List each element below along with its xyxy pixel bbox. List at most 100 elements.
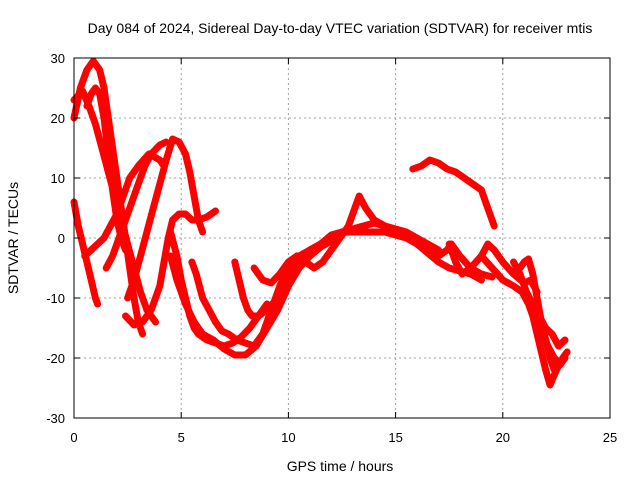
series-arc-13	[250, 192, 485, 287]
x-tick-label: 0	[70, 430, 77, 445]
y-tick-label: -10	[46, 291, 65, 306]
data-point	[169, 217, 176, 223]
data-point	[188, 259, 195, 265]
data-point	[564, 349, 571, 355]
data-point	[210, 337, 217, 343]
data-point	[96, 67, 103, 73]
data-point	[414, 241, 421, 247]
axis-ticks: 0 5 10 15 20 25 -30 -20 -10 0 10 20 30	[46, 51, 617, 445]
data-point	[435, 253, 442, 259]
data-point	[392, 232, 399, 238]
data-point	[360, 223, 367, 229]
data-point	[113, 211, 120, 217]
y-tick-label: -20	[46, 351, 65, 366]
series-arc-3	[70, 198, 102, 308]
data-point	[523, 289, 530, 295]
data-point	[176, 211, 183, 217]
data-point	[538, 325, 545, 331]
data-point	[328, 247, 335, 253]
data-point	[499, 277, 506, 283]
data-point	[195, 217, 202, 223]
data-point	[101, 235, 108, 241]
data-point	[557, 361, 564, 367]
series-line	[124, 135, 207, 302]
data-point	[549, 331, 556, 337]
data-point	[105, 151, 112, 157]
data-point	[499, 259, 506, 265]
data-point	[188, 217, 195, 223]
data-point	[156, 142, 163, 148]
data-point	[546, 382, 553, 388]
data-point	[242, 352, 249, 358]
data-point	[131, 277, 138, 283]
data-point	[94, 301, 101, 307]
data-point	[555, 343, 562, 349]
data-point	[212, 208, 219, 214]
data-point	[403, 235, 410, 241]
data-point	[317, 241, 324, 247]
data-point	[231, 352, 238, 358]
data-point	[96, 91, 103, 97]
data-point	[339, 229, 345, 235]
data-point	[274, 307, 281, 313]
data-point	[199, 295, 206, 301]
data-point	[251, 265, 258, 271]
data-point	[124, 295, 131, 301]
data-point	[116, 235, 123, 241]
data-point	[285, 277, 292, 283]
data-point	[173, 277, 180, 283]
data-point	[521, 259, 528, 265]
data-point	[418, 163, 425, 169]
data-point	[92, 85, 99, 91]
data-point	[88, 91, 95, 97]
data-point	[551, 355, 558, 361]
data-point	[182, 301, 189, 307]
data-point	[435, 259, 442, 265]
data-point	[561, 355, 568, 361]
x-tick-label: 20	[496, 430, 510, 445]
data-point	[156, 283, 163, 289]
data-point	[248, 313, 255, 319]
x-tick-label: 15	[388, 430, 402, 445]
data-point	[362, 205, 369, 211]
data-point	[461, 175, 468, 181]
data-point	[131, 295, 138, 301]
data-point	[253, 343, 260, 349]
chart-title: Day 084 of 2024, Sidereal Day-to-day VTE…	[88, 20, 593, 36]
data-point	[83, 103, 90, 109]
data-point	[544, 343, 551, 349]
data-point	[459, 271, 466, 277]
data-point	[240, 295, 247, 301]
data-point	[191, 319, 198, 325]
data-point	[444, 166, 451, 172]
y-tick-label: 0	[58, 231, 65, 246]
data-point	[126, 265, 133, 271]
data-point	[113, 175, 120, 181]
data-point	[139, 331, 146, 337]
data-point	[191, 193, 198, 199]
data-point	[456, 253, 463, 259]
data-point	[534, 295, 541, 301]
data-point	[231, 259, 238, 265]
data-point	[101, 85, 108, 91]
data-point	[409, 166, 416, 172]
data-point	[150, 205, 157, 211]
y-axis-label: SDTVAR / TECUs	[5, 182, 21, 294]
data-point	[167, 253, 174, 259]
data-point	[212, 319, 219, 325]
data-point	[561, 337, 568, 343]
data-point	[182, 151, 189, 157]
data-point	[128, 199, 135, 205]
data-point	[484, 241, 491, 247]
data-point	[452, 169, 459, 175]
data-point	[478, 187, 485, 193]
data-point	[109, 253, 116, 259]
data-point	[199, 229, 206, 235]
data-point	[244, 307, 251, 313]
data-point	[203, 214, 210, 220]
y-tick-label: 10	[51, 171, 65, 186]
series-arc-20	[531, 306, 565, 368]
data-point	[156, 157, 163, 163]
data-point	[328, 235, 335, 241]
data-point	[101, 115, 108, 121]
